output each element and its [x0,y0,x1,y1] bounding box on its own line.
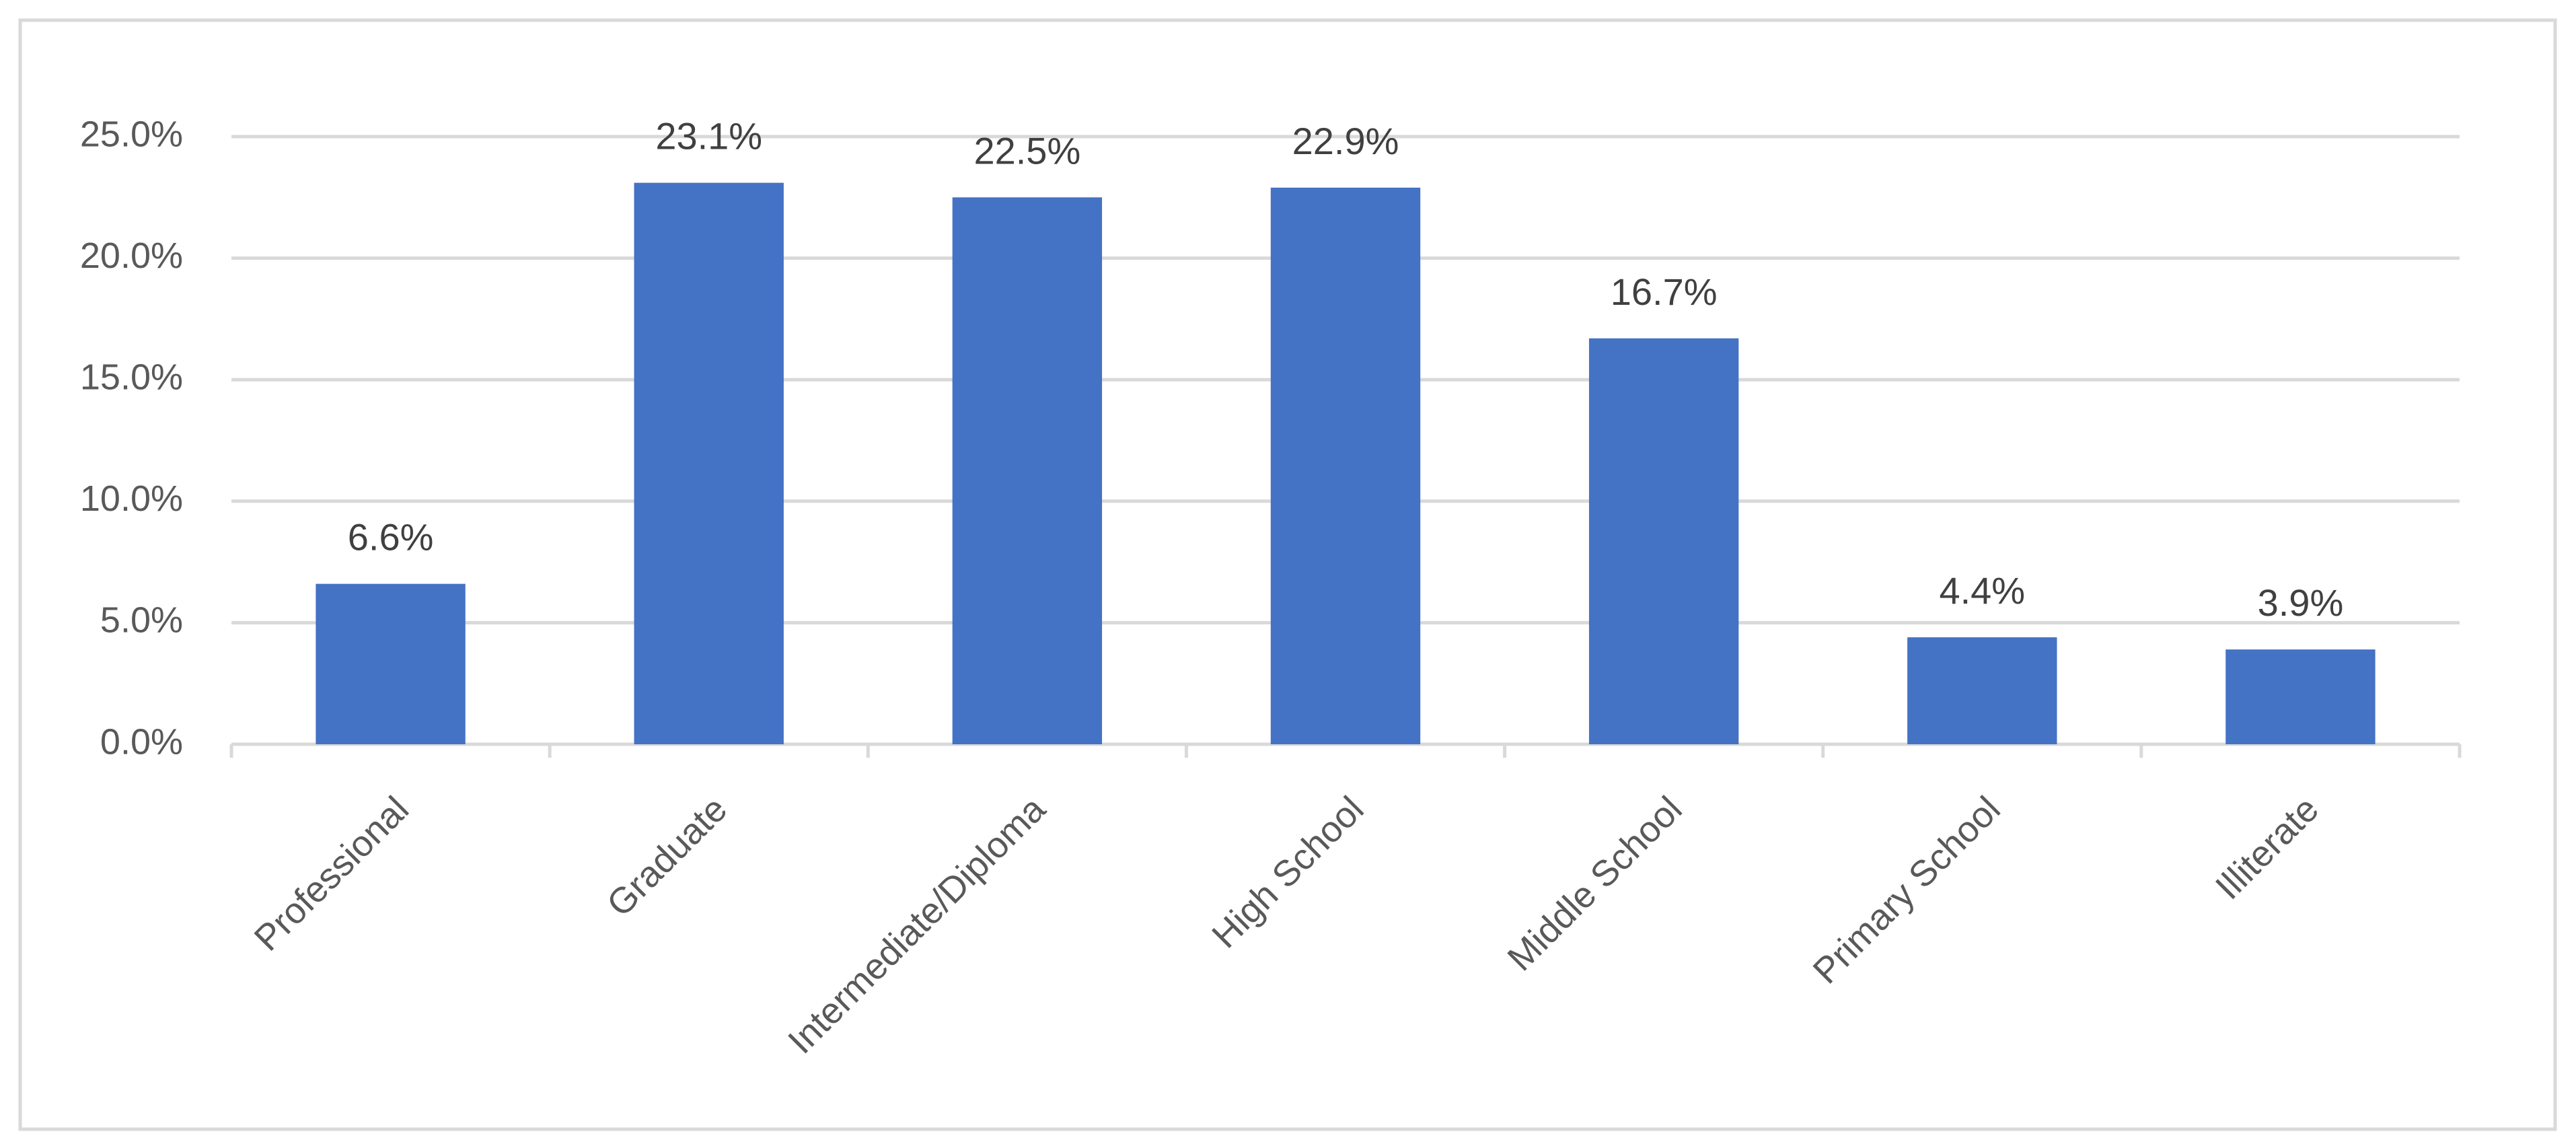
y-tick-label: 0.0% [100,721,183,762]
bar [316,583,466,744]
bar [1270,187,1421,744]
y-tick-label: 25.0% [80,114,183,154]
y-tick-label: 10.0% [80,478,183,519]
data-label: 22.9% [1292,120,1399,162]
bar [952,197,1103,744]
bar [634,182,784,744]
data-label: 3.9% [2258,581,2344,624]
bar [2225,649,2376,744]
data-label: 16.7% [1611,271,1718,313]
data-label: 4.4% [1939,569,2025,612]
y-tick-label: 20.0% [80,236,183,276]
y-tick-label: 5.0% [100,600,183,641]
data-label: 22.5% [973,129,1080,172]
bar [1907,637,2057,744]
data-label: 6.6% [348,516,434,559]
data-label: 23.1% [655,115,762,157]
y-tick-label: 15.0% [80,357,183,397]
bar [1588,338,1739,744]
